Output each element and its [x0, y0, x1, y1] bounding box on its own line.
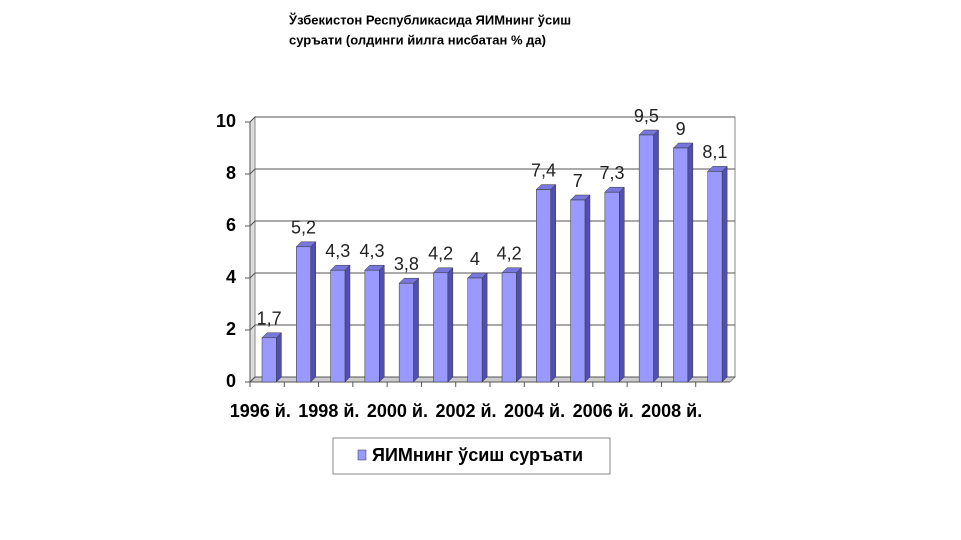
bar: [535, 183, 557, 383]
bar-front: [673, 147, 689, 383]
bar-side: [653, 129, 659, 383]
y-tick-label: 2: [226, 319, 236, 339]
chart-title: суръати (олдинги йилга нисбатан % да): [289, 32, 546, 47]
bar-side: [584, 194, 591, 383]
bar: [707, 165, 728, 383]
data-label: 4,3: [360, 241, 385, 261]
x-tick-label: 2004 й.: [504, 401, 565, 421]
bar-side: [276, 332, 282, 383]
bar-side: [687, 142, 694, 383]
bar-front: [364, 269, 380, 383]
bar-front: [433, 272, 449, 383]
bar: [329, 264, 351, 383]
bar: [295, 241, 317, 383]
bar: [467, 272, 488, 383]
floor: [248, 376, 737, 383]
bar: [501, 267, 523, 383]
legend-label: ЯИМнинг ўсиш суръати: [372, 445, 583, 465]
x-tick-label: 2008 й.: [641, 401, 702, 421]
data-label: 7: [573, 171, 583, 191]
bar-side: [550, 183, 556, 383]
y-tick-label: 0: [226, 371, 236, 391]
bar-front: [570, 199, 586, 383]
bar-side: [516, 267, 522, 383]
data-label: 4,2: [497, 244, 522, 264]
bar: [672, 142, 694, 383]
bar-side: [721, 165, 728, 383]
bar-side: [379, 264, 385, 383]
grid-line: [249, 272, 256, 279]
x-tick-label: 1998 й.: [298, 401, 359, 421]
bar-side: [413, 277, 419, 383]
legend-box: [332, 437, 611, 475]
grid-line: [249, 220, 256, 227]
bar: [398, 277, 420, 383]
bar-front: [398, 282, 414, 383]
side-wall: [249, 115, 256, 384]
bar-side: [619, 186, 625, 383]
data-label: 3,8: [394, 254, 419, 274]
x-tick-label: 2002 й.: [435, 401, 496, 421]
bar-front: [501, 272, 517, 383]
grid-line: [249, 324, 256, 331]
data-label: 1,7: [257, 309, 282, 329]
data-label: 5,2: [291, 218, 316, 238]
y-tick-label: 4: [226, 267, 236, 287]
bar-front: [604, 191, 620, 383]
bar-front: [296, 246, 311, 383]
x-tick-label: 2006 й.: [573, 401, 634, 421]
bar-front: [261, 337, 277, 383]
data-label: 7,3: [600, 163, 625, 183]
grid-line: [249, 168, 256, 175]
data-label: 8,1: [702, 142, 727, 162]
data-label: 9,5: [634, 106, 659, 126]
data-label: 4,2: [428, 244, 453, 264]
bar-front: [707, 171, 723, 383]
bar-side: [481, 272, 488, 383]
grid-line: [249, 376, 256, 383]
bar: [569, 194, 591, 383]
bar-side: [344, 264, 351, 383]
bar: [604, 186, 625, 383]
x-tick-label: 1996 й.: [230, 401, 291, 421]
grid-line: [249, 116, 256, 123]
y-tick-label: 10: [216, 111, 236, 131]
bar-side: [310, 241, 316, 383]
data-label: 4: [470, 249, 480, 269]
bar-side: [447, 267, 454, 383]
bar-front: [638, 134, 654, 383]
bar-front: [536, 189, 551, 383]
bar: [432, 267, 454, 383]
bar-front: [330, 269, 346, 383]
legend-swatch: [357, 449, 367, 461]
y-tick-label: 8: [226, 163, 236, 183]
data-label: 7,4: [531, 160, 556, 180]
bar: [261, 332, 283, 383]
chart-title: Ўзбекистон Республикасида ЯИМнинг ўсиш: [288, 12, 571, 27]
bar-front: [467, 277, 483, 383]
bar: [364, 264, 385, 383]
y-tick-label: 6: [226, 215, 236, 235]
data-label: 4,3: [325, 241, 350, 261]
bar: [638, 129, 660, 383]
data-label: 9: [676, 119, 686, 139]
x-tick-label: 2000 й.: [367, 401, 428, 421]
